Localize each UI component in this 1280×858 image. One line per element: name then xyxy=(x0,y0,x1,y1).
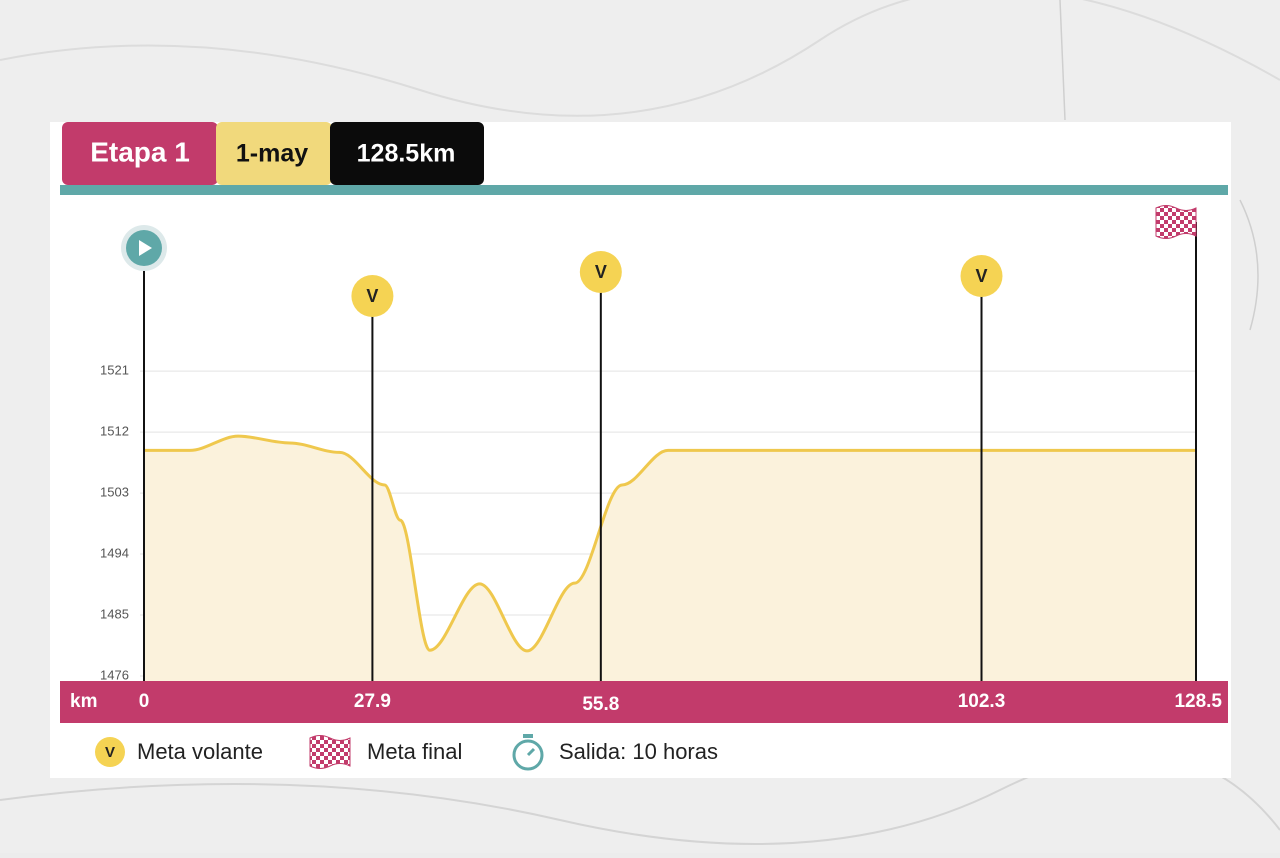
x-axis-bar xyxy=(60,681,1228,723)
stage-title: Etapa 1 xyxy=(90,136,190,167)
sprint-symbol: V xyxy=(366,286,378,306)
area-fill xyxy=(144,436,1196,681)
legend-label: Meta volante xyxy=(137,739,263,764)
x-axis-label: km xyxy=(70,691,97,712)
legend-finish-icon xyxy=(309,735,351,769)
plot: 1476 1485 1494 1503 1512 1521 0 V 27.9 V 55.8 V 102.… xyxy=(100,205,1222,715)
stage-distance: 128.5km xyxy=(357,140,456,168)
y-tick-label: 1476 xyxy=(100,667,129,682)
x-tick-label: 27.9 xyxy=(354,691,391,712)
x-tick-label: 128.5 xyxy=(1174,691,1222,712)
elevation-line xyxy=(144,434,1196,653)
legend-label: Meta final xyxy=(367,739,462,764)
legend-sprint-icon xyxy=(95,737,125,767)
sprint-icon xyxy=(960,255,1003,297)
x-tick-label: 102.3 xyxy=(958,691,1006,712)
legend-sprint-symbol: V xyxy=(105,744,115,761)
y-tick-label: 1485 xyxy=(100,606,129,621)
start-play xyxy=(139,240,152,256)
y-tick-label: 1503 xyxy=(100,485,129,500)
y-tick-label: 1521 xyxy=(100,363,129,378)
sprint-symbol: V xyxy=(975,266,987,286)
date-tab xyxy=(216,122,332,185)
y-tick-label: 1494 xyxy=(100,545,129,560)
legend-stopwatch-top xyxy=(523,734,533,738)
x-tick-label: 0 xyxy=(139,691,150,712)
finish-flag xyxy=(1155,205,1197,239)
x-tick-label: 55.8 xyxy=(582,694,619,715)
stage-tab xyxy=(62,122,218,185)
map-border xyxy=(1059,0,1259,331)
stage-date: 1-may xyxy=(236,140,308,168)
map-contour xyxy=(0,0,1280,117)
header-rule xyxy=(60,185,1228,195)
legend-label: Salida: 10 horas xyxy=(559,739,718,764)
distance-tab xyxy=(330,122,484,185)
sprint-icon xyxy=(351,275,394,317)
legend-stopwatch-hand xyxy=(526,747,536,757)
legend: V Meta volante Meta final Salida: 10 hor… xyxy=(95,734,718,771)
sprint-symbol: V xyxy=(595,262,607,282)
sprint-icon xyxy=(579,251,622,293)
legend-stopwatch-icon xyxy=(512,739,544,771)
y-tick-label: 1512 xyxy=(100,424,129,439)
